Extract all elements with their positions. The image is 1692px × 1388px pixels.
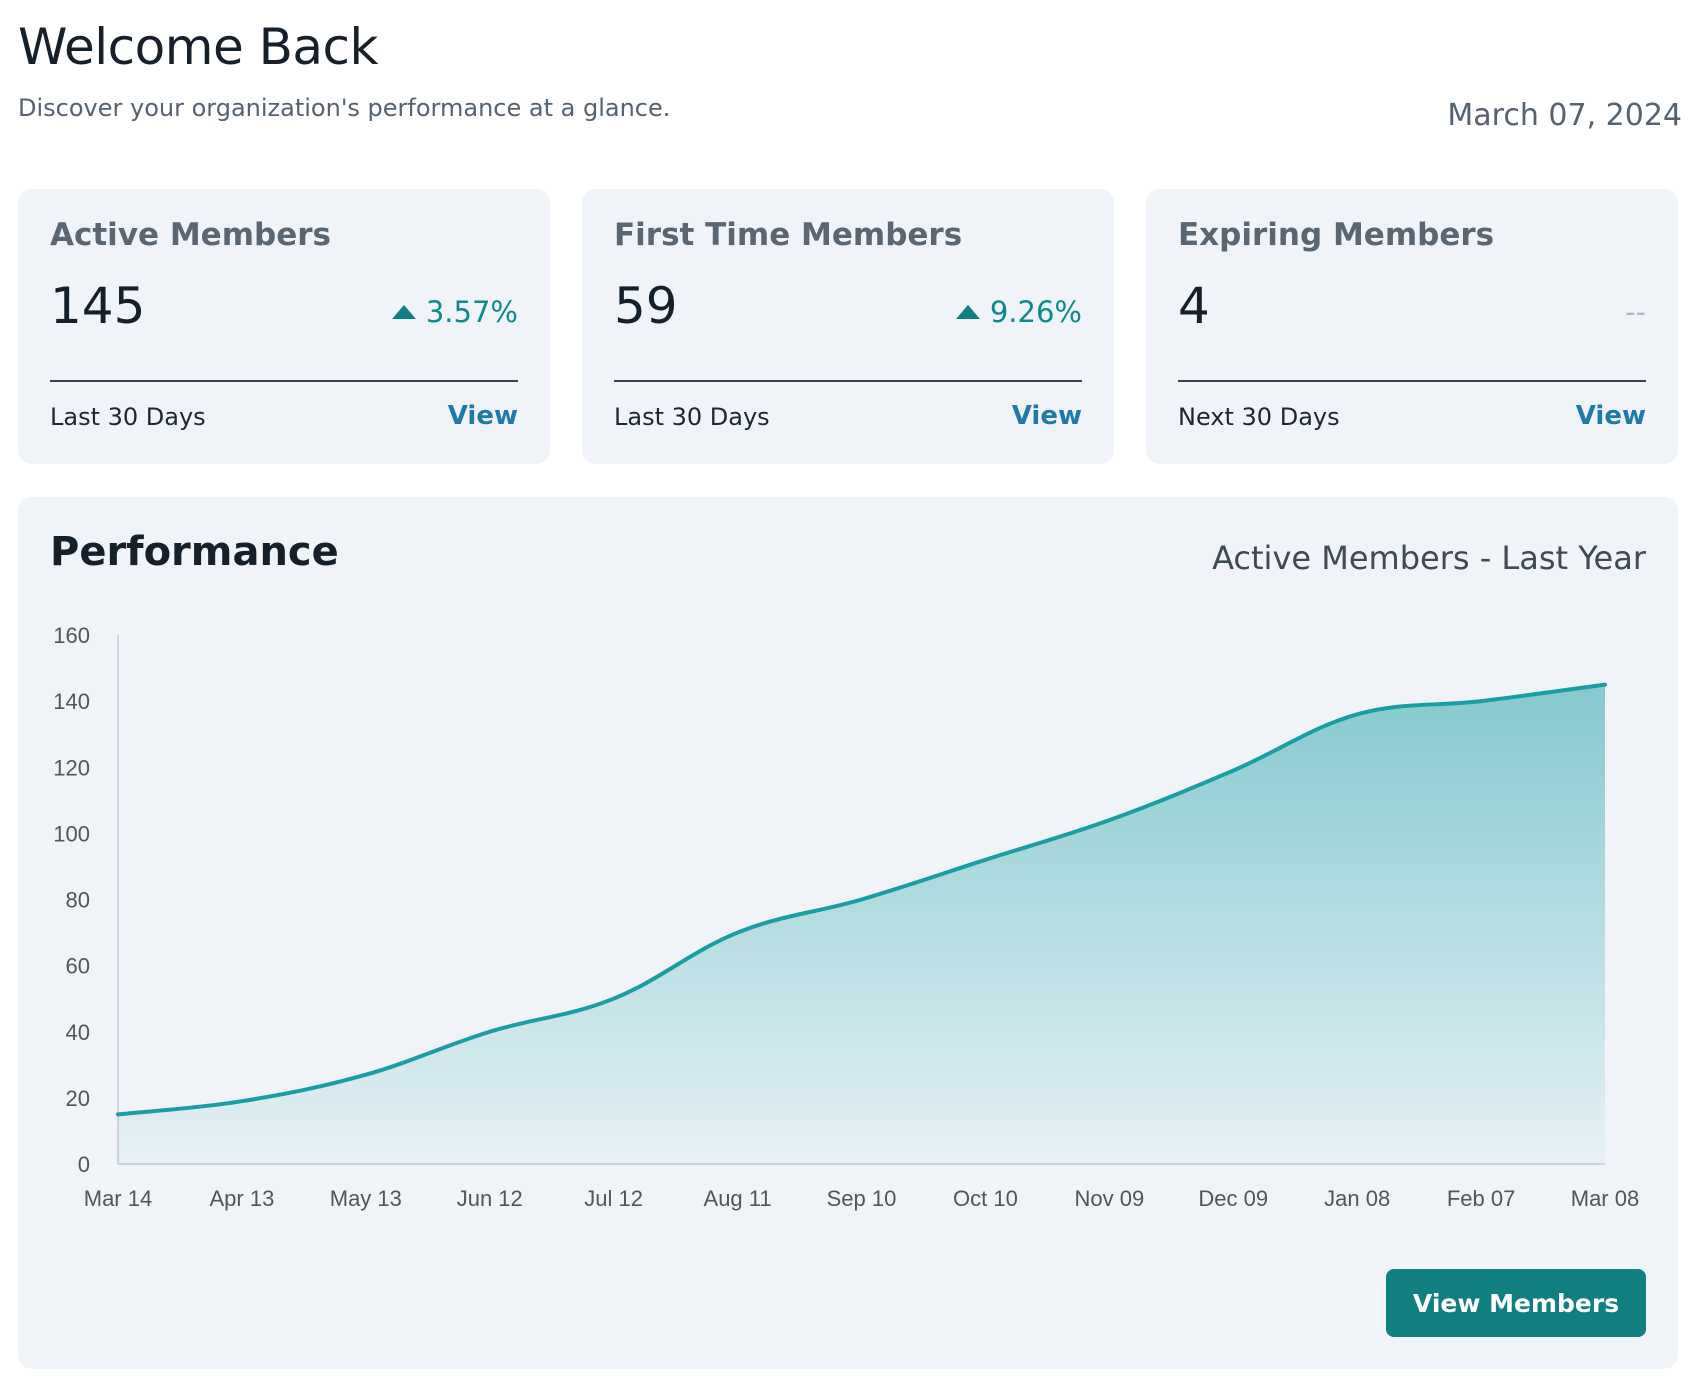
performance-title: Performance (50, 529, 339, 575)
current-date: March 07, 2024 (1447, 98, 1682, 133)
x-tick-label: Jun 12 (457, 1186, 523, 1211)
y-tick-label: 80 (66, 888, 90, 913)
card-change: 9.26% (955, 295, 1082, 329)
x-tick-label: Sep 10 (827, 1186, 897, 1211)
y-tick-label: 160 (53, 623, 90, 648)
x-tick-label: May 13 (330, 1186, 402, 1211)
active-members-card: Active Members 145 3.57% Last 30 Days Vi… (18, 189, 550, 464)
view-expiring-members-link[interactable]: View (1575, 401, 1646, 431)
view-members-button[interactable]: View Members (1386, 1269, 1646, 1337)
view-active-members-link[interactable]: View (447, 401, 518, 431)
card-value: 59 (614, 277, 678, 335)
card-change: 3.57% (391, 295, 518, 329)
x-tick-label: Nov 09 (1074, 1186, 1144, 1211)
card-change: -- (1625, 295, 1646, 329)
y-tick-label: 0 (78, 1152, 90, 1177)
expiring-members-card: Expiring Members 4 -- Next 30 Days View (1146, 189, 1678, 464)
x-tick-label: Jan 08 (1324, 1186, 1390, 1211)
x-tick-label: Oct 10 (953, 1186, 1018, 1211)
card-divider (50, 380, 518, 382)
x-tick-label: Aug 11 (704, 1186, 772, 1211)
card-divider (614, 380, 1082, 382)
x-tick-label: Jul 12 (584, 1186, 643, 1211)
performance-panel: 0 20 40 60 80 100 120 140 160 Mar 14 Apr 13 May 13… (18, 497, 1678, 1369)
series-line (116, 682, 1607, 1117)
trend-up-icon (391, 305, 416, 319)
x-tick-label: Mar 14 (84, 1186, 152, 1211)
y-tick-label: 60 (66, 954, 90, 979)
y-tick-label: 40 (66, 1020, 90, 1045)
x-tick-label: Apr 13 (210, 1186, 275, 1211)
card-change-value: -- (1625, 295, 1646, 329)
y-tick-label: 120 (53, 755, 90, 780)
card-change-value: 3.57% (425, 295, 518, 329)
page-title: Welcome Back (18, 18, 379, 76)
card-title: First Time Members (614, 217, 963, 253)
card-period: Last 30 Days (614, 403, 770, 431)
series-area (118, 684, 1605, 1164)
y-tick-label: 20 (66, 1086, 90, 1111)
card-value: 145 (50, 277, 146, 335)
x-tick-label: Mar 08 (1571, 1186, 1639, 1211)
card-period: Next 30 Days (1178, 403, 1340, 431)
y-tick-label: 140 (53, 689, 90, 714)
x-tick-label: Feb 07 (1447, 1186, 1516, 1211)
trend-up-icon (955, 305, 980, 319)
x-tick-label: Dec 09 (1198, 1186, 1268, 1211)
first-time-members-card: First Time Members 59 9.26% Last 30 Days… (582, 189, 1114, 464)
view-first-time-members-link[interactable]: View (1011, 401, 1082, 431)
card-divider (1178, 380, 1646, 382)
y-tick-label: 100 (53, 821, 90, 846)
card-change-value: 9.26% (989, 295, 1082, 329)
card-value: 4 (1178, 277, 1210, 335)
card-title: Expiring Members (1178, 217, 1495, 253)
card-title: Active Members (50, 217, 331, 253)
series-label: Active Members - Last Year (1212, 539, 1646, 577)
performance-chart: 0 20 40 60 80 100 120 140 160 Mar 14 Apr 13 May 13… (53, 623, 1639, 1211)
card-period: Last 30 Days (50, 403, 206, 431)
page-subtitle: Discover your organization's performance… (18, 94, 671, 122)
